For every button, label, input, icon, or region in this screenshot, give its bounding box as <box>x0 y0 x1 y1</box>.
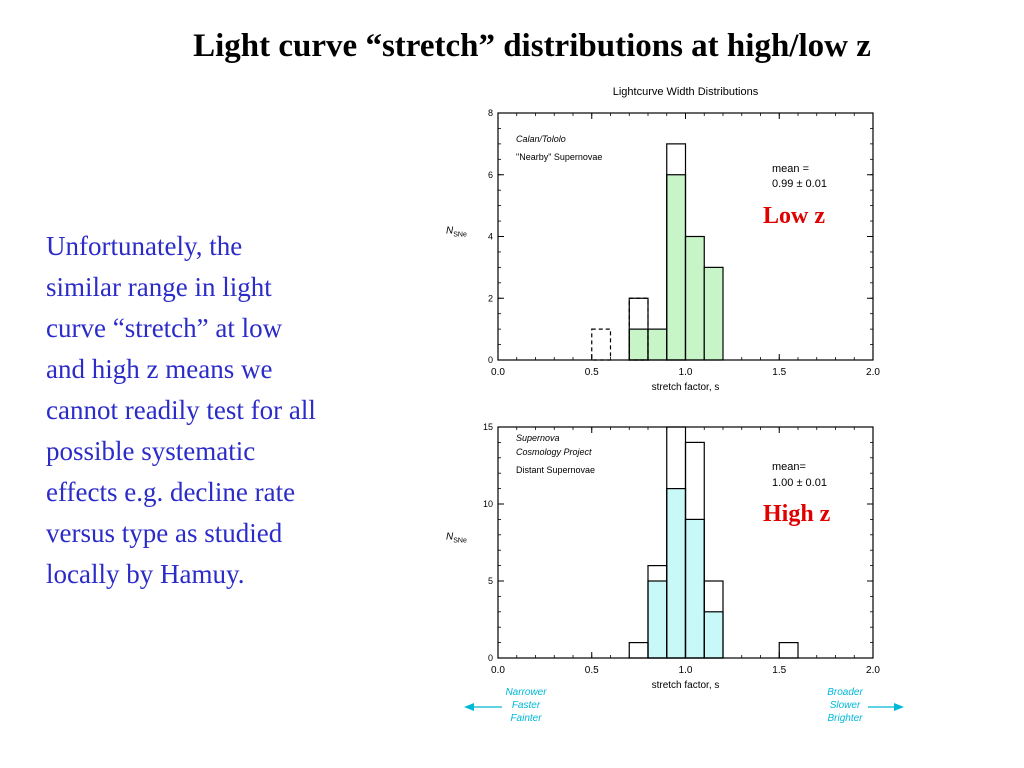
y-axis-label-subscript: SNe <box>453 232 467 239</box>
body-line: and high z means we <box>46 354 273 384</box>
body-line: versus type as studied <box>46 518 283 548</box>
x-tick-label: 2.0 <box>866 665 880 676</box>
redshift-tag: High z <box>763 501 831 527</box>
body-text: Unfortunately, the similar range in ligh… <box>46 226 396 595</box>
body-line: Unfortunately, the <box>46 231 243 261</box>
stretch-arrows: Narrower Faster Fainter Broader Slower Bright… <box>464 687 904 724</box>
y-tick-label: 15 <box>483 422 493 432</box>
arrow-left-label: Fainter <box>510 713 542 724</box>
histogram-bar <box>703 611 724 659</box>
annotation-text: Cosmology Project <box>516 447 592 457</box>
x-tick-label: 1.5 <box>772 665 786 676</box>
x-tick-label: 2.0 <box>866 367 880 378</box>
arrow-left-label: Faster <box>512 700 541 711</box>
y-tick-label: 0 <box>488 355 493 365</box>
x-tick-label: 1.0 <box>679 665 693 676</box>
y-tick-label: 6 <box>488 170 493 180</box>
annotation-text: Distant Supernovae <box>516 465 595 475</box>
y-tick-label: 5 <box>488 576 493 586</box>
y-tick-label: 4 <box>488 232 493 242</box>
mean-label: mean= <box>772 461 806 473</box>
body-line: similar range in light <box>46 272 272 302</box>
x-tick-label: 0.5 <box>585 665 599 676</box>
x-tick-label: 0.0 <box>491 665 505 676</box>
slide-title: Light curve “stretch” distributions at h… <box>193 28 871 64</box>
histogram-bar <box>647 328 668 361</box>
y-axis-label: NSNe <box>446 532 467 545</box>
histogram-bar <box>666 488 687 659</box>
mean-value: 0.99 ± 0.01 <box>772 178 827 190</box>
histogram-bar <box>666 174 687 361</box>
annotation-text: "Nearby" Supernovae <box>516 152 602 162</box>
histogram-bar-outline <box>628 641 649 659</box>
histogram-bar <box>628 328 649 361</box>
mean-value: 1.00 ± 0.01 <box>772 477 827 489</box>
arrow-right-label: Brighter <box>827 713 863 724</box>
histogram-bar <box>684 518 705 659</box>
arrow-right-head <box>894 703 904 711</box>
arrow-left-head <box>464 703 474 711</box>
y-tick-label: 8 <box>488 108 493 118</box>
annotation-text: Calan/Tololo <box>516 134 566 144</box>
mean-label: mean = <box>772 163 809 175</box>
x-tick-label: 1.5 <box>772 367 786 378</box>
histogram-bar-outline <box>778 641 799 659</box>
y-axis-label-subscript: SNe <box>453 538 467 545</box>
histogram-bar-dashed <box>591 328 612 361</box>
body-line: cannot readily test for all <box>46 395 316 425</box>
arrow-left-label: Narrower <box>505 687 547 698</box>
histogram-bar <box>684 235 705 361</box>
x-tick-label: 0.5 <box>585 367 599 378</box>
y-axis-label: NSNe <box>446 226 467 239</box>
x-tick-label: 1.0 <box>679 367 693 378</box>
histogram-bar <box>647 580 668 659</box>
body-line: locally by Hamuy. <box>46 559 245 589</box>
arrow-right-label: Slower <box>830 700 861 711</box>
x-axis-label: stretch factor, s <box>652 680 720 691</box>
body-line: possible systematic <box>46 436 256 466</box>
y-tick-label: 0 <box>488 653 493 663</box>
chart-title: Lightcurve Width Distributions <box>613 86 759 98</box>
y-tick-label: 10 <box>483 499 493 509</box>
x-tick-label: 0.0 <box>491 367 505 378</box>
annotation-text: Supernova <box>516 433 560 443</box>
histogram-bar-dashed <box>628 297 649 361</box>
y-axis-label-main: N <box>446 226 454 237</box>
x-axis-label: stretch factor, s <box>652 382 720 393</box>
low-z-histogram: 0.0 0.5 1.0 1.5 2.0 0 2 4 6 8 stretch factor, s NSN… <box>446 86 880 393</box>
y-axis-label-main: N <box>446 532 454 543</box>
histogram-bar <box>703 266 724 361</box>
redshift-tag: Low z <box>763 203 825 229</box>
y-tick-label: 2 <box>488 293 493 303</box>
body-line: effects e.g. decline rate <box>46 477 296 507</box>
arrow-right-label: Broader <box>827 687 863 698</box>
body-line: curve “stretch” at low <box>46 313 283 343</box>
